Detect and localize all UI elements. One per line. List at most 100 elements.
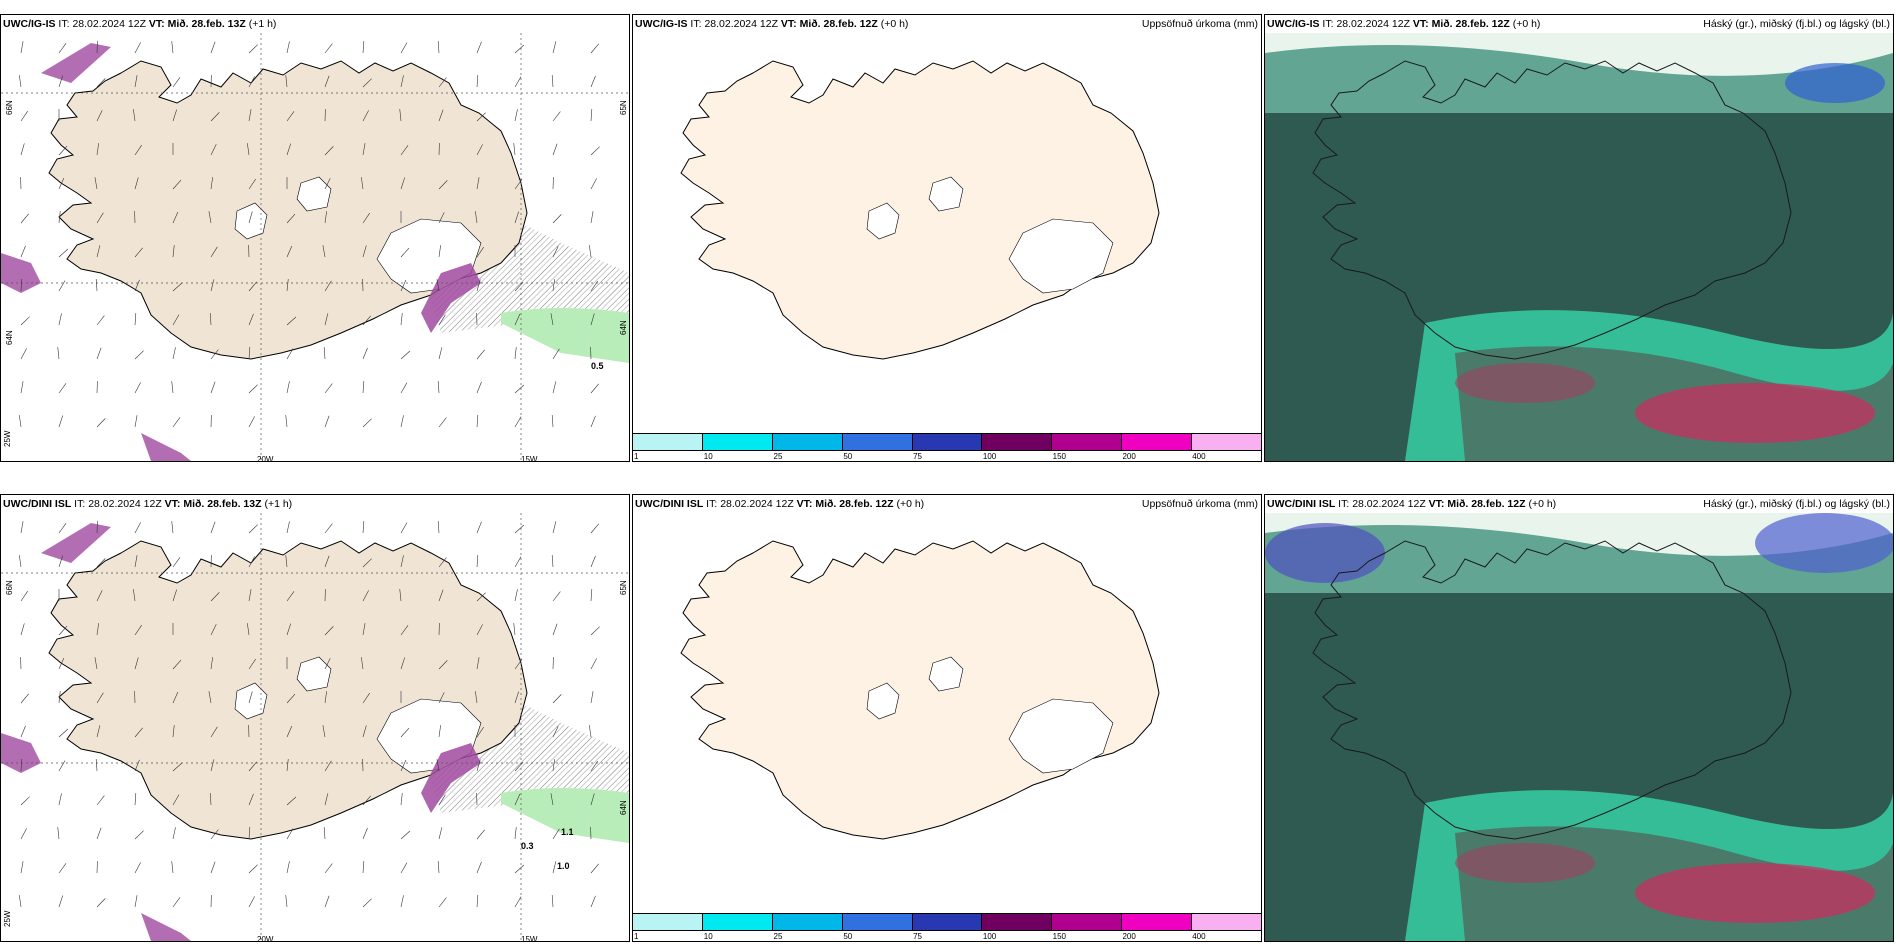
wind-barb bbox=[171, 521, 174, 534]
wind-barb bbox=[20, 521, 24, 534]
wind-barb bbox=[285, 555, 288, 568]
wind-barb bbox=[248, 589, 252, 602]
wind-barb bbox=[552, 726, 559, 738]
wind-barb bbox=[210, 177, 213, 190]
wind-barb bbox=[438, 660, 448, 670]
glacier-1 bbox=[234, 202, 268, 240]
wind-barb bbox=[362, 521, 365, 534]
wind-barb bbox=[476, 657, 480, 670]
colorbar-swatch bbox=[912, 914, 983, 930]
wind-barb bbox=[362, 347, 368, 360]
wind-barb bbox=[172, 314, 180, 326]
wind-barb bbox=[134, 75, 138, 88]
wind-barb bbox=[57, 347, 60, 360]
wind-barb bbox=[286, 521, 290, 534]
colorbar-swatch bbox=[842, 434, 913, 450]
wind-barb bbox=[286, 759, 289, 772]
model-name: UWC/IG-IS bbox=[3, 18, 56, 30]
wind-barb bbox=[248, 556, 255, 568]
wind-barb bbox=[286, 213, 296, 224]
wind-barb bbox=[514, 109, 518, 122]
map-canvas bbox=[1, 33, 629, 461]
map-label-value1: 0.5 bbox=[591, 361, 604, 371]
wind-barb bbox=[324, 75, 330, 88]
vt-label: VT: bbox=[164, 498, 181, 510]
wind-barb bbox=[20, 693, 29, 704]
colorbar-tick: 400 bbox=[1192, 452, 1206, 461]
glacier-1 bbox=[866, 682, 900, 720]
wind-barb bbox=[590, 863, 599, 874]
wind-barb bbox=[172, 347, 176, 360]
lead-time: (+0 h) bbox=[896, 498, 925, 510]
wind-barb bbox=[58, 145, 68, 156]
wind-barb bbox=[362, 590, 369, 602]
map-panel-bottom-middle: UWC/DINI ISL IT: 28.02.2024 12Z VT: Mið.… bbox=[632, 494, 1262, 942]
wind-barb bbox=[362, 861, 365, 874]
it-label: IT: bbox=[1322, 18, 1334, 30]
wind-barb bbox=[362, 692, 370, 704]
colorbar-swatch bbox=[1192, 914, 1261, 930]
wind-barb bbox=[552, 111, 561, 122]
wind-barb bbox=[552, 246, 559, 258]
map-panel-bottom-right: UWC/DINI ISL IT: 28.02.2024 12Z VT: Mið.… bbox=[1264, 494, 1894, 942]
wind-barb bbox=[19, 555, 22, 568]
wind-barb bbox=[590, 211, 594, 224]
it-label: IT: bbox=[74, 498, 86, 510]
wind-barb bbox=[362, 898, 372, 908]
wind-barb bbox=[400, 145, 409, 156]
colorbar-tick: 10 bbox=[703, 452, 713, 461]
wind-barb bbox=[248, 76, 255, 88]
wind-barb bbox=[590, 43, 599, 54]
lead-time: (+0 h) bbox=[1528, 498, 1557, 510]
wind-barb bbox=[322, 725, 326, 738]
wind-barb bbox=[589, 245, 592, 258]
wind-barb bbox=[324, 280, 332, 292]
colorbar-tick: 200 bbox=[1122, 932, 1136, 941]
wind-barb bbox=[324, 146, 334, 156]
wind-barb bbox=[134, 247, 143, 258]
wind-barb bbox=[476, 759, 481, 772]
wind-barb bbox=[438, 77, 447, 88]
wind-barb bbox=[134, 555, 138, 568]
wind-barb bbox=[476, 177, 480, 190]
colorbar-swatch bbox=[702, 434, 773, 450]
wind-barb bbox=[400, 555, 404, 568]
vt-label: VT: bbox=[796, 498, 813, 510]
precip-colorbar: 1 10 25 50 75 100 150 200 400 bbox=[633, 913, 1261, 941]
wind-barb bbox=[552, 861, 557, 874]
wind-barb bbox=[210, 592, 220, 602]
rain-area bbox=[501, 788, 629, 843]
clear-sky-region bbox=[1265, 513, 1893, 556]
wind-barb bbox=[552, 759, 555, 772]
wind-barb bbox=[400, 177, 405, 190]
wind-barb bbox=[590, 760, 598, 772]
map-canvas bbox=[1265, 513, 1893, 941]
panel-header: UWC/IG-IS IT: 28.02.2024 12Z VT: Mið. 28… bbox=[1267, 18, 1540, 30]
wind-barb bbox=[210, 829, 219, 840]
colorbar-swatch bbox=[633, 914, 703, 930]
wind-barb bbox=[95, 279, 98, 292]
wind-barb bbox=[400, 350, 411, 360]
wind-barb bbox=[552, 41, 557, 54]
vt-label: VT: bbox=[148, 18, 165, 30]
wind-barb bbox=[590, 793, 595, 806]
wind-barb bbox=[248, 864, 258, 874]
wind-barb bbox=[210, 112, 220, 122]
wind-barb bbox=[57, 827, 60, 840]
wind-barb bbox=[514, 524, 525, 534]
wind-barb bbox=[286, 828, 294, 840]
wind-barb bbox=[514, 761, 524, 772]
wind-barb bbox=[362, 795, 371, 806]
wind-barb bbox=[134, 382, 141, 394]
valid-time: Mið. 28.feb. 12Z bbox=[1431, 18, 1510, 30]
wind-barb bbox=[362, 381, 365, 394]
wind-barb bbox=[248, 691, 253, 704]
iceland-land bbox=[680, 60, 1160, 360]
wind-barb bbox=[476, 829, 485, 840]
precip-purple-3 bbox=[41, 523, 111, 563]
wind-barb bbox=[590, 589, 593, 602]
wind-barb bbox=[134, 830, 144, 840]
colorbar-tick: 150 bbox=[1052, 932, 1067, 941]
wind-barb bbox=[19, 415, 22, 428]
wind-barb bbox=[324, 523, 333, 534]
